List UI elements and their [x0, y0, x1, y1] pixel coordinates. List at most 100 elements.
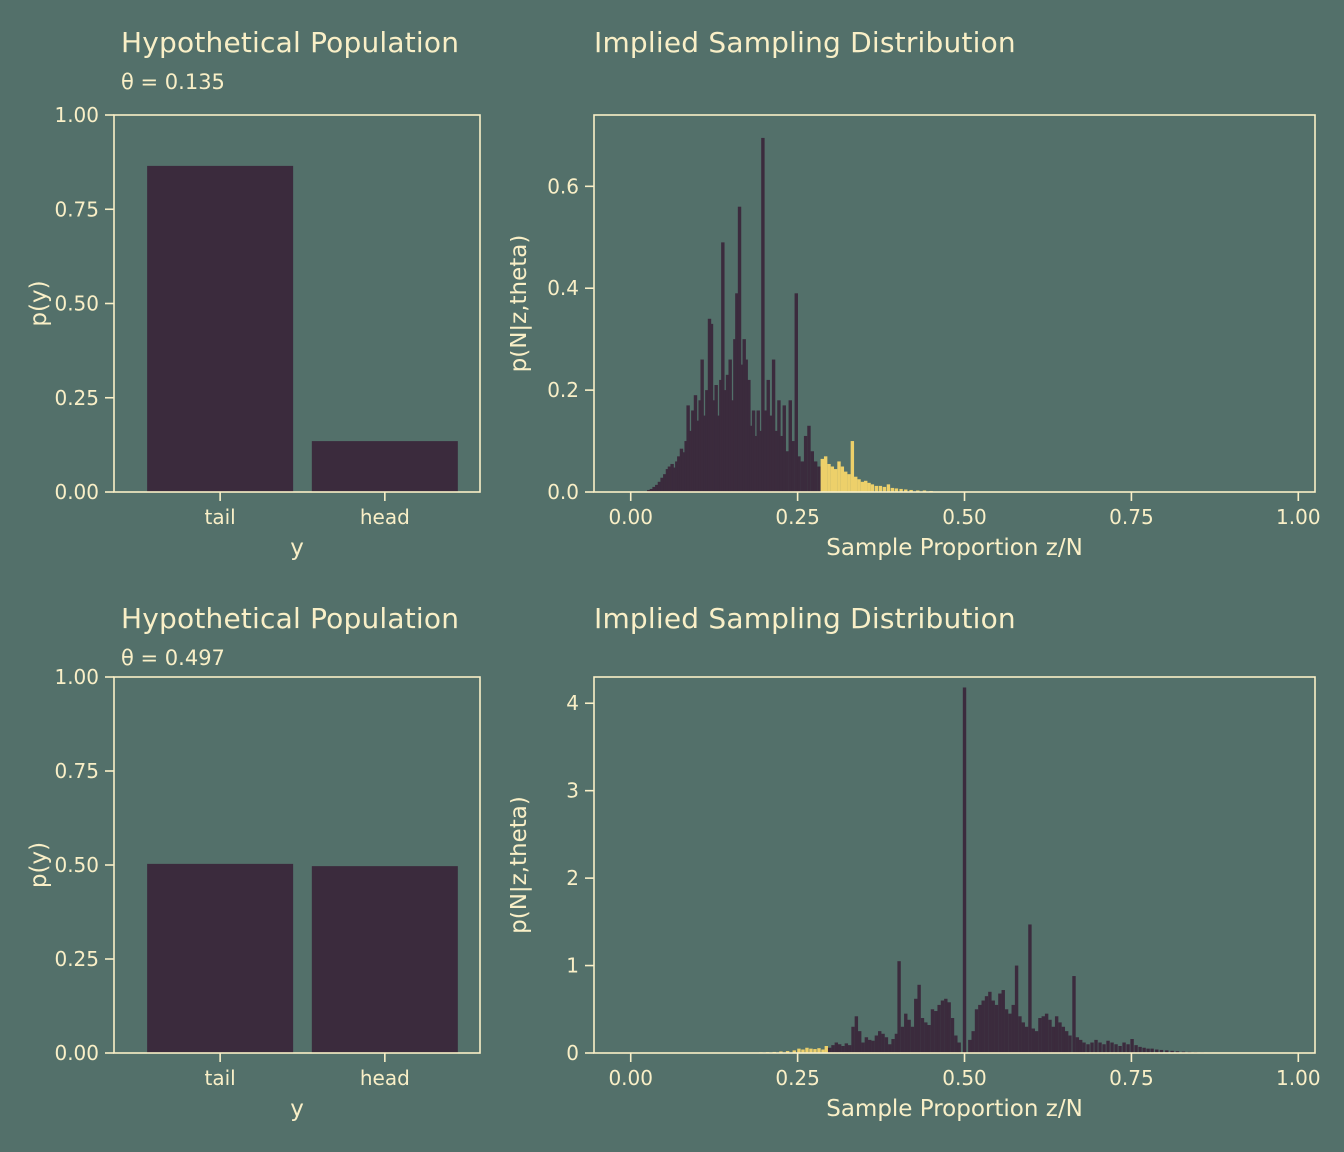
histogram-bar — [797, 1048, 801, 1053]
histogram-bar — [1086, 1044, 1090, 1053]
histogram-bar — [1090, 1042, 1094, 1053]
chart-title: Hypothetical Population — [121, 602, 460, 635]
y-tick-label: 1.00 — [54, 103, 99, 127]
histogram-bar — [890, 487, 895, 492]
histogram-bar — [663, 474, 667, 492]
histogram-bar — [1075, 1037, 1080, 1053]
histogram-bar — [841, 1046, 845, 1053]
histogram-bar — [981, 1000, 985, 1053]
histogram-bar — [797, 456, 801, 492]
x-tick-label: 0.50 — [942, 505, 987, 529]
histogram-bar — [810, 451, 815, 492]
histogram-bar — [1021, 1022, 1025, 1053]
histogram-bar — [665, 469, 670, 492]
histogram-bar — [714, 385, 718, 492]
histogram-bar — [904, 1013, 908, 1053]
histogram-bar — [807, 425, 811, 492]
histogram-bar — [864, 1037, 869, 1053]
histogram-bar — [847, 1045, 852, 1053]
histogram-bar — [751, 410, 756, 492]
histogram-bar — [766, 379, 770, 492]
histogram-bar — [677, 456, 681, 492]
histogram-bar — [910, 1026, 915, 1053]
y-tick-label: 3 — [566, 779, 579, 803]
histogram-bar — [813, 461, 818, 492]
x-tick-label: head — [360, 1066, 410, 1090]
histogram-bar — [1061, 1026, 1066, 1053]
histogram-bar — [1082, 1042, 1086, 1053]
histogram-bar — [1058, 1022, 1062, 1053]
histogram-bar — [794, 293, 798, 492]
histogram-bar — [1110, 1042, 1114, 1053]
histogram-bar — [831, 1045, 835, 1053]
panel-bottom-left: Hypothetical Population θ = 0.497 0.00 0.… — [0, 576, 510, 1152]
x-tick-label: tail — [205, 1066, 236, 1090]
histogram-bar — [1034, 1031, 1039, 1053]
histogram-bar — [878, 485, 883, 492]
histogram-bar — [763, 410, 768, 492]
histogram-bar — [817, 466, 821, 492]
histogram-bar — [950, 1018, 955, 1053]
histogram-bar — [719, 379, 723, 492]
histogram-bar — [675, 461, 679, 492]
histogram-bar — [894, 488, 899, 492]
category-bar — [147, 165, 294, 492]
panel-bottom-right: Implied Sampling Distribution 0 1 2 3 4 0.00 0… — [510, 576, 1344, 1152]
histogram-bar — [1130, 1039, 1134, 1053]
x-tick-label: 0.50 — [942, 1066, 987, 1090]
histogram-bar — [1072, 976, 1076, 1053]
histogram-bar — [1078, 1039, 1083, 1053]
histogram-bar — [649, 488, 654, 492]
bar-chart-population-1: 0.00 0.25 0.50 0.75 1.00 tail head y p(y) — [26, 103, 481, 561]
y-tick-label: 0.0 — [547, 480, 579, 504]
histogram-bar — [851, 1026, 855, 1053]
histogram-bar — [823, 456, 828, 492]
histogram-bar — [667, 466, 672, 492]
histogram-bar — [904, 489, 908, 492]
histogram-bar — [937, 1004, 941, 1053]
x-axis-title: y — [290, 1096, 304, 1122]
histogram-bar — [1008, 1013, 1012, 1053]
histogram-bar — [758, 430, 762, 492]
panel-top-left: Hypothetical Population θ = 0.135 0.00 0.… — [0, 0, 510, 576]
histogram-bar — [779, 435, 784, 492]
histogram-bar — [749, 425, 753, 492]
y-tick-label: 2 — [566, 866, 579, 890]
y-tick-label: 0.50 — [54, 292, 99, 316]
histogram-bar — [657, 481, 662, 492]
histogram-bar — [655, 484, 659, 492]
histogram-bar — [854, 1016, 859, 1053]
histogram-bar — [709, 323, 714, 492]
histogram-bar — [813, 1049, 817, 1053]
x-tick-label: 0.25 — [775, 1066, 820, 1090]
histogram-bar — [853, 476, 858, 492]
histogram-bar — [771, 359, 776, 492]
histogram-bar — [742, 339, 746, 492]
histogram-bar — [971, 1031, 975, 1053]
histogram-bar — [820, 458, 825, 492]
histogram-bar — [968, 1039, 972, 1053]
histogram-bar — [837, 1044, 842, 1053]
histogram-bar — [870, 484, 875, 492]
histogram-bar — [809, 1048, 813, 1053]
histogram-bar — [978, 1004, 982, 1053]
histogram-bar — [974, 1009, 979, 1053]
histogram-bar — [1048, 1019, 1052, 1053]
histogram-bar — [884, 1037, 889, 1053]
histogram-bar — [867, 482, 871, 492]
bar-chart-population-2: 0.00 0.25 0.50 0.75 1.00 tail head y p(y) — [26, 665, 481, 1122]
sampling-distribution-chart-1: 0.0 0.2 0.4 0.6 0.00 0.25 0.50 0.75 1.00 Sample P… — [510, 114, 1321, 561]
histogram-bar — [1122, 1042, 1126, 1053]
histogram-bar — [837, 461, 841, 492]
histogram-bar — [940, 1000, 945, 1053]
histogram-bar — [705, 390, 709, 492]
histogram-bar — [721, 242, 725, 492]
x-tick-label: tail — [205, 505, 236, 529]
histogram-bar — [864, 480, 868, 492]
y-tick-label: 1.00 — [54, 665, 99, 689]
y-axis-title: p(N|z,theta) — [510, 235, 532, 373]
y-tick-label: 0.00 — [54, 480, 99, 504]
y-axis-title: p(y) — [26, 280, 52, 326]
histogram-bar — [712, 400, 716, 492]
